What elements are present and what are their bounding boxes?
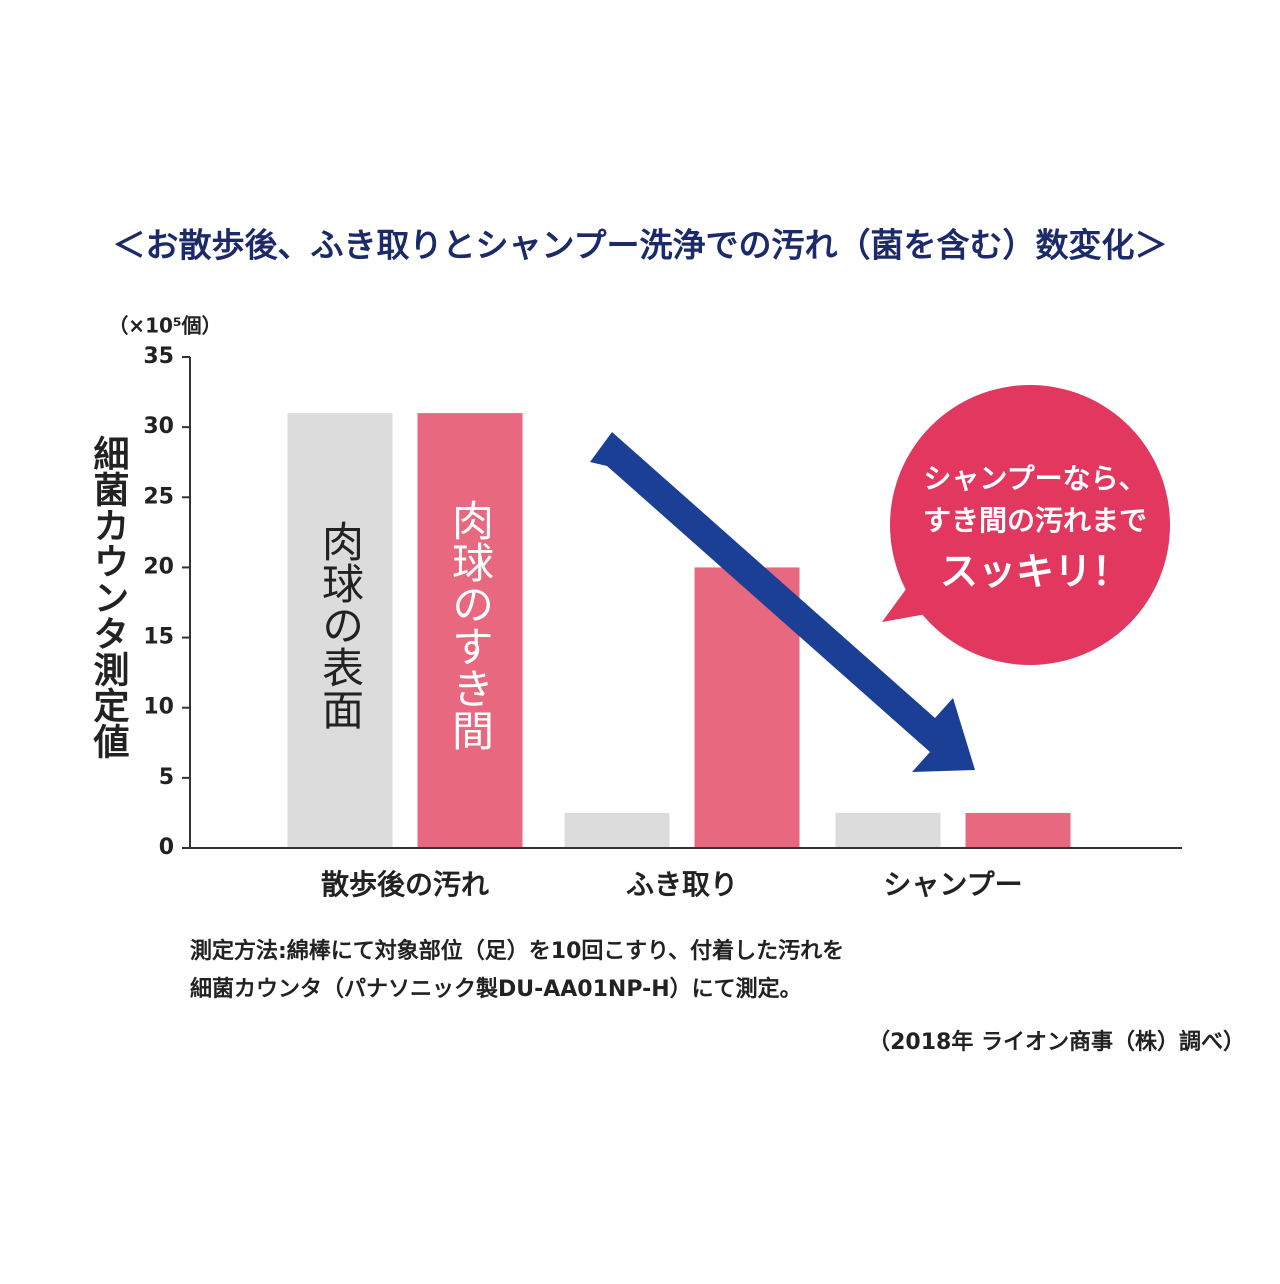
x-tick-label: ふき取り (626, 868, 738, 901)
note: 細菌カウンタ（パナソニック製DU-AA01NP-H）にて測定。 (190, 976, 802, 1002)
legend-label: 肉球のすき間 (446, 499, 495, 751)
y-axis-label: 細菌カウンタ測定値 (88, 435, 131, 759)
x-tick-label: 散歩後の汚れ (321, 868, 489, 901)
bubble (890, 385, 1170, 665)
annotation: スッキリ！ (940, 550, 1130, 594)
note: 測定方法:綿棒にて対象部位（足）を10回こすり、付着した汚れを (190, 938, 844, 964)
y-unit: （×10⁵個） (108, 314, 221, 338)
y-tick-label: 35 (143, 344, 174, 369)
source: （2018年 ライオン商事（株）調べ） (868, 1029, 1245, 1055)
annotation: シャンプーなら、 (923, 462, 1146, 495)
annotation: すき間の汚れまで (923, 504, 1147, 537)
y-tick-label: 20 (143, 554, 174, 579)
bar (965, 812, 1071, 848)
y-tick-label: 15 (143, 625, 174, 650)
arrow (590, 432, 975, 772)
y-tick-label: 10 (143, 695, 174, 720)
y-tick-label: 25 (143, 484, 174, 509)
chart-title: ＜お散歩後、ふき取りとシャンプー洗浄での汚れ（菌を含む）数変化＞ (112, 226, 1167, 265)
y-tick-label: 0 (159, 835, 174, 860)
y-tick-label: 5 (159, 765, 174, 790)
y-tick-label: 30 (143, 414, 174, 439)
x-tick-label: シャンプー (883, 868, 1022, 901)
bar (417, 413, 523, 848)
bar (835, 812, 941, 848)
legend-label: 肉球の表面 (316, 520, 365, 730)
bar (287, 413, 393, 848)
bar (564, 812, 670, 848)
